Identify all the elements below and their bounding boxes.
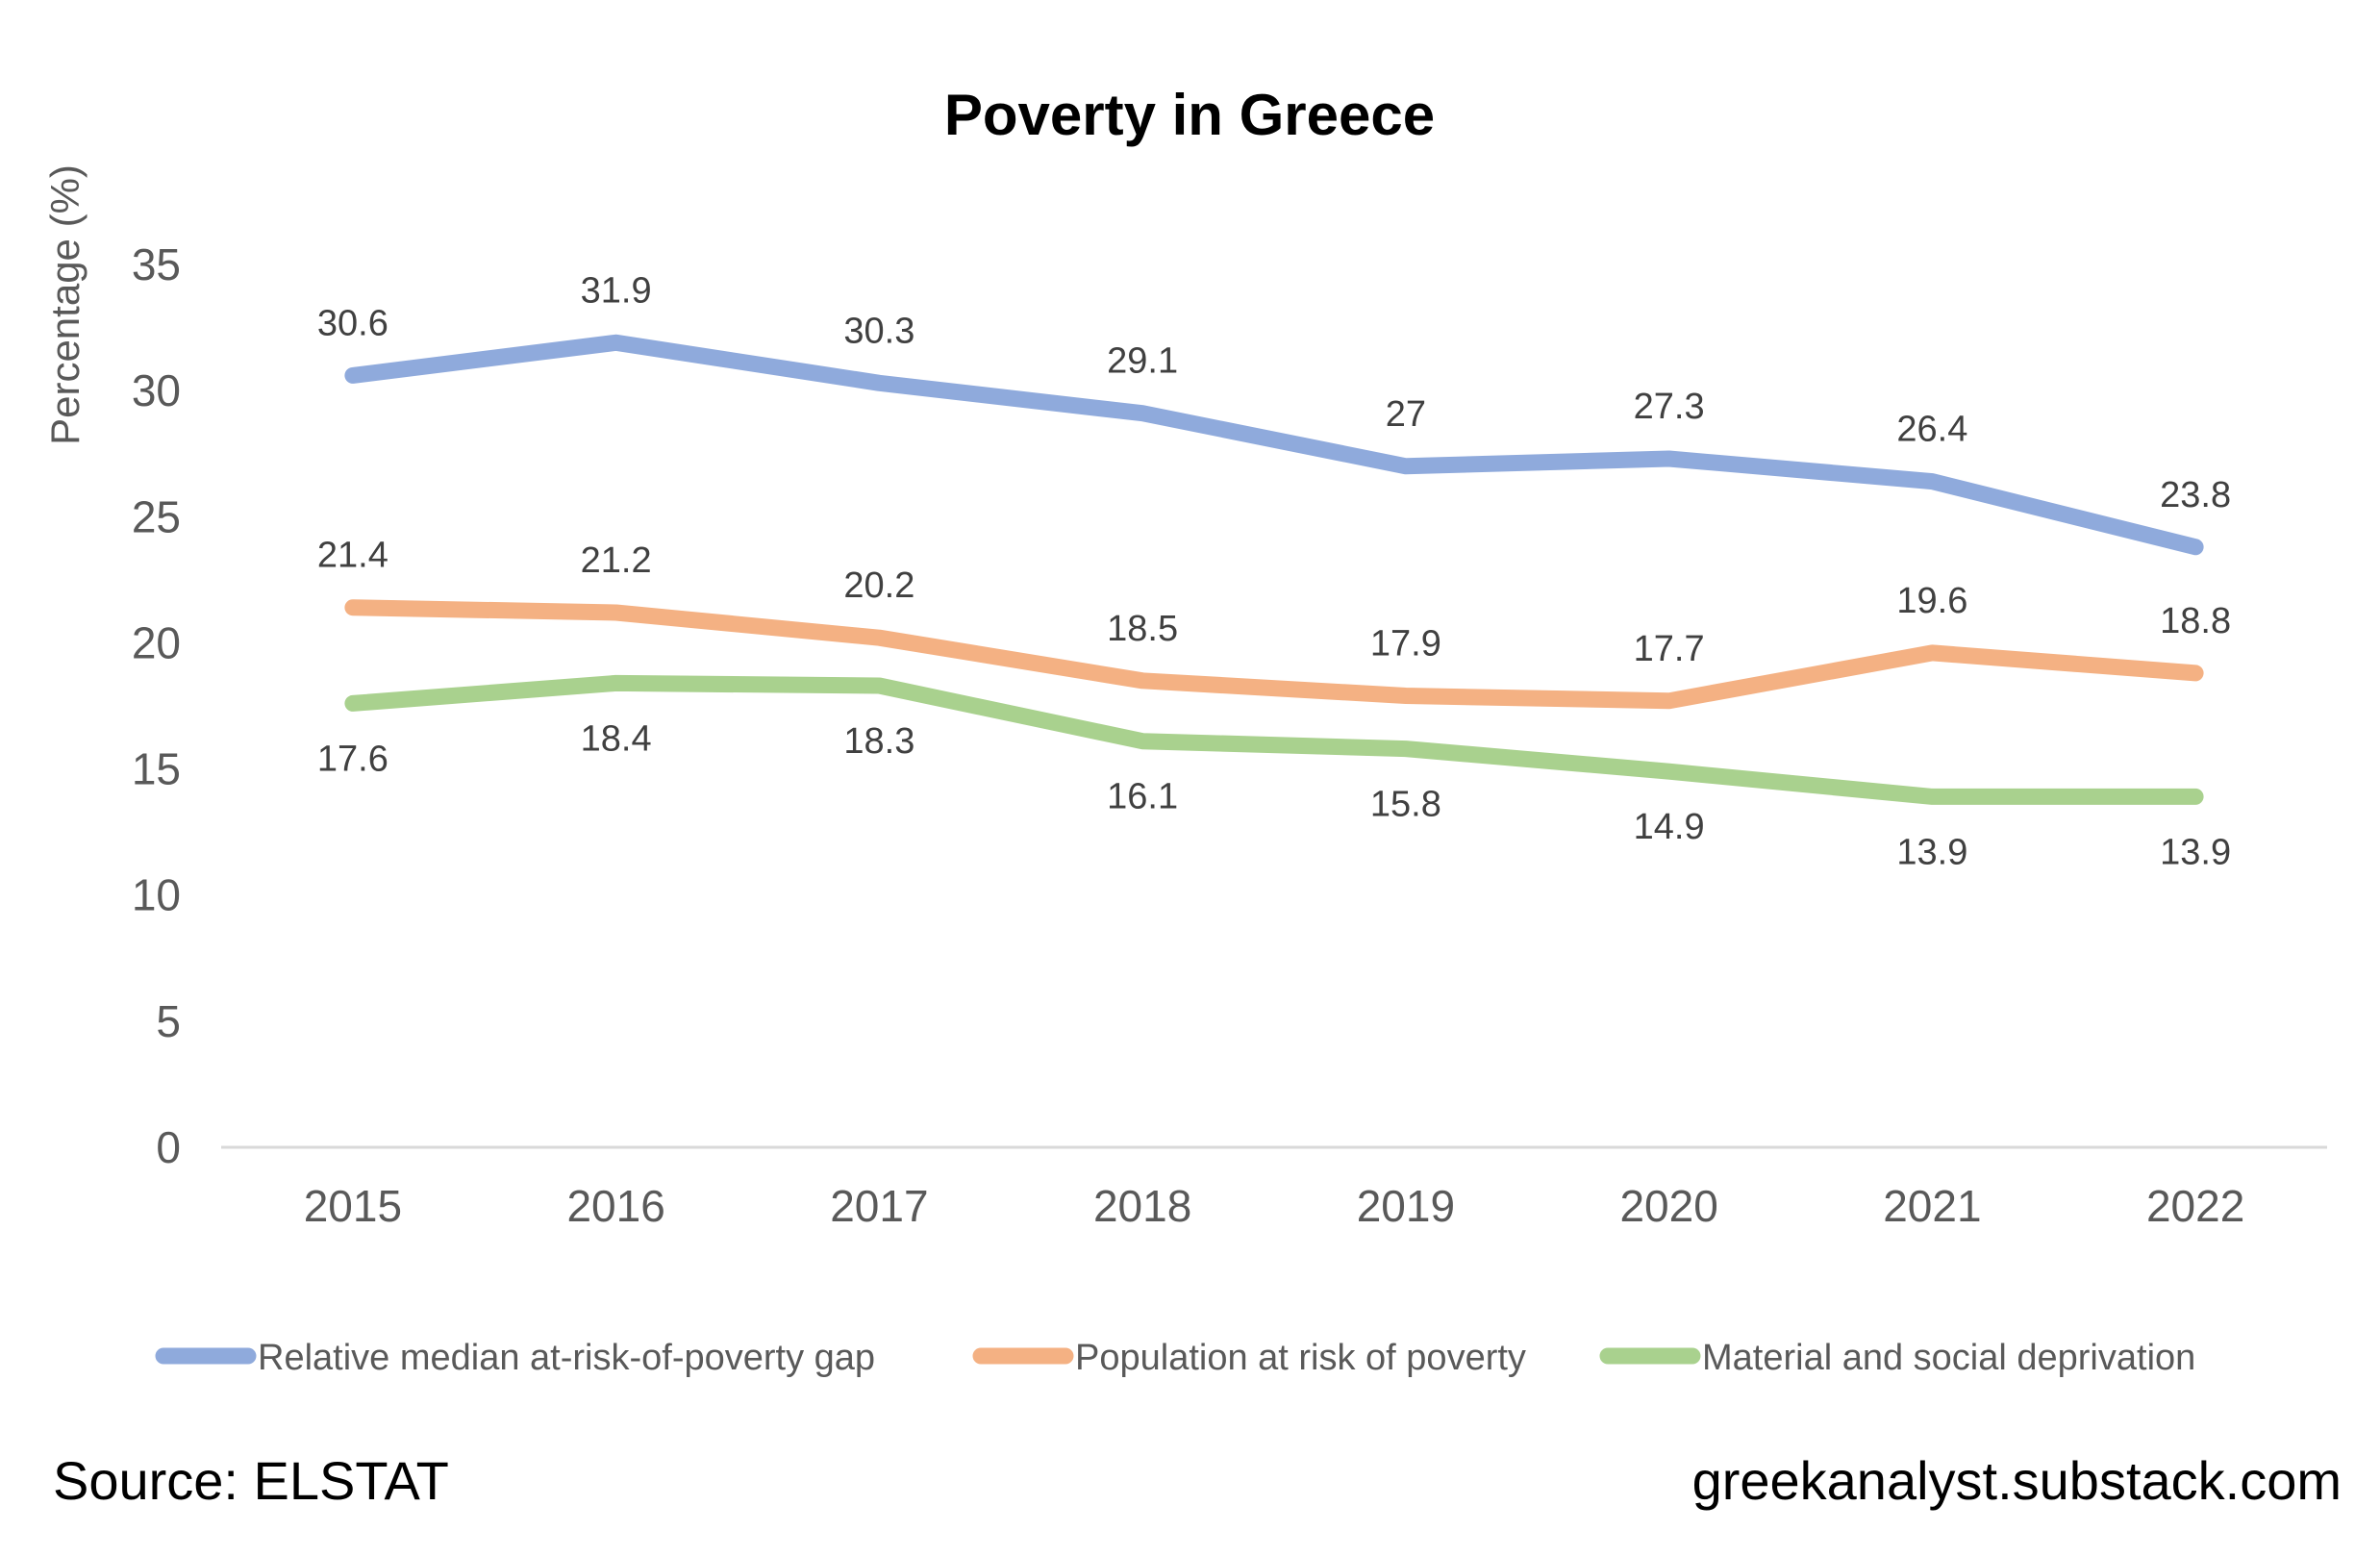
series-lines xyxy=(344,334,2204,805)
data-label: 20.2 xyxy=(843,565,914,606)
legend-label-2: Population at risk of poverty xyxy=(1075,1338,1526,1378)
y-tick-label: 35 xyxy=(132,239,181,289)
data-label: 17.6 xyxy=(317,739,388,779)
data-label: 18.5 xyxy=(1107,609,1178,649)
data-label: 26.4 xyxy=(1896,410,1967,450)
y-tick-label: 25 xyxy=(132,491,181,541)
y-tick-label: 5 xyxy=(156,996,181,1046)
series-line-1 xyxy=(344,334,2204,556)
data-label: 18.3 xyxy=(843,721,914,762)
x-tick-label: 2017 xyxy=(830,1181,928,1231)
y-axis-title: Percentage (%) xyxy=(42,164,88,445)
data-label: 30.6 xyxy=(317,303,388,343)
series-line-2 xyxy=(344,599,2204,710)
legend: Relative median at-risk-of-poverty gap Po… xyxy=(155,1338,2195,1378)
data-label: 13.9 xyxy=(2160,832,2231,872)
x-tick-label: 2016 xyxy=(566,1181,664,1231)
data-label: 17.7 xyxy=(1634,629,1705,669)
data-label: 31.9 xyxy=(581,270,652,311)
data-label: 18.4 xyxy=(581,718,652,759)
data-labels: 30.6 31.9 30.3 29.1 27 27.3 26.4 23.8 21.4 21.2 20… xyxy=(317,270,2231,872)
x-tick-label: 2018 xyxy=(1093,1181,1191,1231)
y-tick-label: 20 xyxy=(132,617,181,667)
data-label: 27.3 xyxy=(1634,387,1705,427)
x-tick-label: 2022 xyxy=(2146,1181,2244,1231)
data-label: 30.3 xyxy=(843,311,914,351)
y-tick-label: 0 xyxy=(156,1122,181,1172)
data-label: 23.8 xyxy=(2160,475,2231,515)
data-label: 29.1 xyxy=(1107,341,1178,382)
data-label: 17.9 xyxy=(1370,624,1441,665)
x-tick-label: 2015 xyxy=(304,1181,402,1231)
data-label: 15.8 xyxy=(1370,785,1441,825)
data-label: 13.9 xyxy=(1896,832,1967,872)
legend-label-3: Material and social deprivation xyxy=(1702,1338,2195,1378)
data-label: 18.8 xyxy=(2160,601,2231,641)
x-tick-label: 2020 xyxy=(1619,1181,1717,1231)
x-tick-label: 2021 xyxy=(1883,1181,1981,1231)
y-tick-label: 15 xyxy=(132,744,181,794)
y-axis-ticks: 0 5 10 15 20 25 30 35 xyxy=(132,239,181,1172)
data-label: 21.4 xyxy=(317,536,388,576)
data-label: 14.9 xyxy=(1634,807,1705,847)
y-tick-label: 30 xyxy=(132,365,181,415)
legend-label-1: Relative median at-risk-of-poverty gap xyxy=(258,1338,875,1378)
data-label: 27 xyxy=(1386,394,1426,435)
x-tick-label: 2019 xyxy=(1357,1181,1455,1231)
chart-title: Poverty in Greece xyxy=(944,83,1435,147)
x-axis-ticks: 2015 2016 2017 2018 2019 2020 2021 2022 xyxy=(304,1181,2245,1231)
series-line-3 xyxy=(344,674,2204,805)
source-note: Source: ELSTAT xyxy=(53,1450,449,1511)
data-label: 16.1 xyxy=(1107,777,1178,817)
y-tick-label: 10 xyxy=(132,870,181,920)
data-label: 21.2 xyxy=(581,540,652,581)
site-credit: greekanalyst.substack.com xyxy=(1691,1450,2342,1511)
data-label: 19.6 xyxy=(1896,581,1967,621)
